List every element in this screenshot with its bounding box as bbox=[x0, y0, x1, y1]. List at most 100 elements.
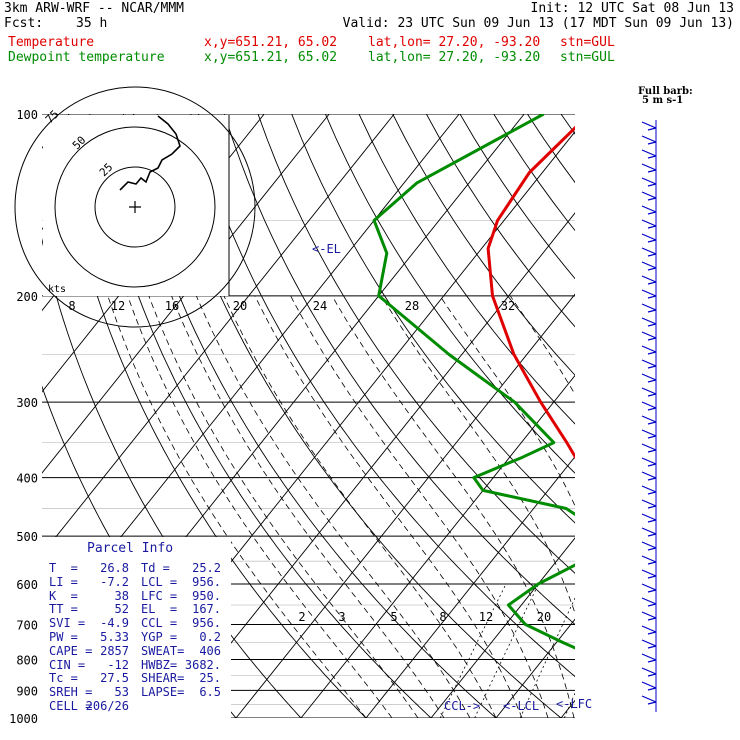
dewpoint-legend: Dewpoint temperature bbox=[8, 50, 165, 65]
parcel-info-row: LI = -7.2 LCL = 956. bbox=[49, 574, 229, 590]
moist-adiabat bbox=[331, 295, 575, 718]
pressure-label: 300 bbox=[16, 396, 38, 410]
speed-scale-label: 20 bbox=[233, 299, 247, 313]
wind-barb bbox=[641, 429, 657, 439]
parcel-info-row: TT = 52 EL = 167. bbox=[49, 603, 229, 617]
wind-barb bbox=[641, 191, 657, 201]
pressure-label: 800 bbox=[16, 653, 38, 667]
parcel-info-cell: SHEAR= bbox=[141, 671, 185, 686]
wind-barb bbox=[641, 653, 657, 663]
temperature-profile bbox=[486, 125, 575, 460]
mixing-ratio-line bbox=[439, 583, 507, 718]
isotherm bbox=[42, 114, 330, 474]
wind-barb bbox=[641, 695, 657, 705]
model-title: 3km ARW-WRF -- NCAR/MMM bbox=[4, 1, 185, 16]
pressure-label: 400 bbox=[16, 472, 38, 486]
parcel-info-cell: 956. bbox=[192, 574, 221, 589]
dry-adiabat bbox=[628, 114, 740, 731]
parcel-info-row: CAPE = 2857 SWEAT= 406 bbox=[49, 643, 229, 659]
wind-barb bbox=[641, 527, 657, 537]
isotherm bbox=[235, 293, 575, 718]
moist-adiabat bbox=[380, 295, 575, 615]
parcel-info-cell: CCL = bbox=[141, 616, 178, 631]
parcel-info-cell: Td = bbox=[141, 561, 170, 575]
parcel-info-cell: 53 bbox=[114, 685, 129, 700]
moist-adiabat bbox=[254, 295, 523, 718]
speed-scale-label: 28 bbox=[405, 299, 419, 313]
forecast-label: Fcst: bbox=[4, 16, 44, 31]
mixing-ratio-label: 20 bbox=[537, 610, 551, 624]
wind-barb bbox=[641, 485, 657, 495]
isotherm bbox=[42, 114, 395, 555]
parcel-info-cell: YGP = bbox=[141, 629, 178, 644]
pressure-label: 900 bbox=[16, 684, 38, 698]
parcel-info-cell: CAPE = bbox=[49, 643, 93, 658]
speed-scale-label: 16 bbox=[165, 299, 179, 313]
wind-barb bbox=[641, 317, 657, 327]
isotherm bbox=[365, 456, 575, 718]
pressure-label: 500 bbox=[16, 530, 38, 544]
wind-barb bbox=[641, 247, 657, 257]
parcel-info-cell: 2857 bbox=[100, 643, 129, 658]
pressure-label: 100 bbox=[16, 108, 38, 122]
parcel-info-cell: SREH = bbox=[49, 685, 93, 700]
mixing-ratio-label: 3 bbox=[338, 610, 345, 624]
ccl-marker: CCL-> bbox=[444, 699, 480, 713]
mixing-ratio-line bbox=[519, 597, 575, 718]
parcel-info-rows: T = 26.8 Td = 25.2 LI = -7.2 LCL = 956. K = 38 LFC… bbox=[49, 561, 229, 714]
pressure-label: 600 bbox=[16, 578, 38, 592]
wind-barb bbox=[641, 331, 657, 341]
moist-adiabat bbox=[171, 295, 445, 718]
speed-scale-label: 12 bbox=[111, 299, 125, 313]
wind-barb bbox=[641, 639, 657, 649]
parcel-info-cell: 25.2 bbox=[192, 561, 221, 575]
barb-key-title: Full barb: bbox=[638, 86, 693, 97]
parcel-info-cell: -4.9 bbox=[100, 616, 129, 631]
hodograph-trace bbox=[119, 115, 181, 191]
moist-adiabat bbox=[730, 296, 740, 718]
wind-barb bbox=[641, 597, 657, 607]
wind-barb bbox=[641, 471, 657, 481]
wind-barb bbox=[641, 681, 657, 691]
parcel-info-cell: -12 bbox=[107, 657, 129, 672]
wind-barb bbox=[641, 499, 657, 509]
temperature-latlon: lat,lon= 27.20, -93.20 bbox=[368, 35, 541, 50]
dry-adiabat bbox=[560, 114, 575, 135]
parcel-info-cell: 52 bbox=[114, 602, 129, 617]
parcel-info-cell: CIN = bbox=[49, 657, 86, 672]
wind-barb bbox=[641, 569, 657, 579]
parcel-info-row: T = 26.8 Td = 25.2 bbox=[49, 561, 229, 576]
wind-barb bbox=[641, 359, 657, 369]
dry-adiabat bbox=[392, 114, 575, 376]
parcel-info-cell: T = bbox=[49, 561, 78, 575]
speed-scale-label: 32 bbox=[501, 299, 515, 313]
mixing-ratio-line bbox=[604, 584, 661, 718]
dry-adiabat bbox=[291, 114, 575, 524]
mixing-ratio-line bbox=[657, 584, 710, 718]
dry-adiabat bbox=[426, 114, 575, 328]
parcel-info-cell: SVI = bbox=[49, 616, 86, 631]
moist-adiabat bbox=[439, 295, 575, 507]
pressure-label: 700 bbox=[16, 618, 38, 632]
wind-barb bbox=[641, 387, 657, 397]
parcel-info-cell: K = bbox=[49, 588, 78, 603]
isotherm bbox=[560, 699, 575, 718]
dry-adiabat bbox=[493, 114, 575, 232]
parcel-info-row: CELL = 206/26 bbox=[49, 699, 229, 714]
parcel-info-row: SREH = 53 LAPSE= 6.5 bbox=[49, 685, 229, 700]
wind-barb bbox=[641, 275, 657, 285]
el-marker: <-EL bbox=[312, 242, 341, 256]
wind-barb bbox=[641, 135, 657, 145]
dry-adiabat bbox=[190, 114, 575, 678]
isotherm bbox=[430, 537, 575, 718]
parcel-info-cell: TT = bbox=[49, 602, 78, 617]
dewpoint-xy: x,y=651.21, 65.02 bbox=[204, 50, 338, 65]
init-time: Init: 12 UTC Sat 08 Jun 13 bbox=[530, 1, 735, 16]
dry-adiabat bbox=[55, 114, 367, 718]
wind-barb bbox=[641, 611, 657, 621]
forecast-hour: 35 h bbox=[76, 16, 108, 31]
moist-adiabat bbox=[195, 295, 471, 718]
hodograph-ring bbox=[14, 86, 256, 328]
parcel-info-cell: 5.33 bbox=[100, 629, 129, 644]
